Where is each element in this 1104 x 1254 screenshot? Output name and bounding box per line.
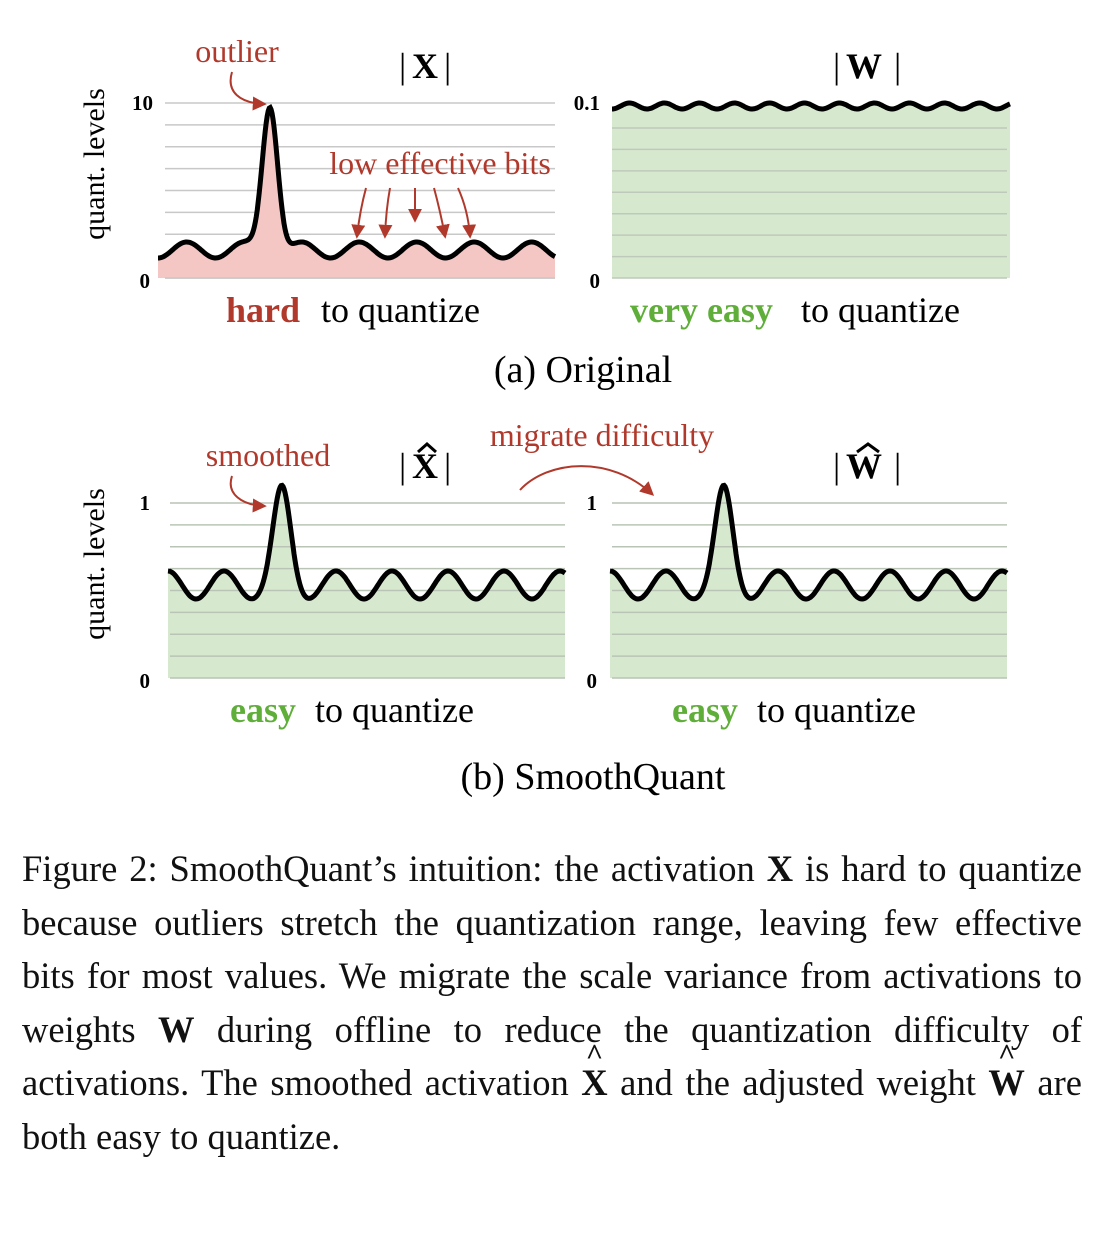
to-quantize-label: to quantize: [306, 690, 474, 730]
chart-title: | W |: [833, 46, 901, 86]
y-min-label: 0: [587, 669, 598, 693]
svg-text:|: |: [833, 446, 840, 486]
smoothed-activation-fill: [168, 485, 565, 678]
weight-area-fill: [612, 103, 1010, 278]
y-max-label: 1: [140, 491, 151, 515]
svg-text:|: |: [894, 46, 901, 86]
activation-magnitude-curve: [158, 104, 557, 261]
smoothed-arrow: [229, 475, 267, 513]
svg-text:X: X: [412, 446, 438, 486]
panel-b-left-chart: quant. levels 1 0 | X | smoothed easy to…: [78, 437, 567, 730]
outlier-annotation: outlier: [195, 33, 279, 69]
hat-accent: [417, 441, 437, 454]
figure-svg: quant. levels 10 0 | X | outlier low eff…: [78, 33, 1011, 798]
migrate-arrow: [519, 465, 655, 496]
to-quantize-label: to quantize: [748, 690, 916, 730]
caption-text: during offline to reduce the quantizatio…: [22, 1008, 1082, 1104]
chart-title: | W |: [833, 442, 901, 486]
migrate-difficulty-annotation: migrate difficulty: [490, 417, 714, 453]
y-axis-label: quant. levels: [78, 488, 111, 640]
figure-caption: Figure 2: SmoothQuant’s intuition: the a…: [22, 842, 1082, 1163]
caption-var-w-hat: W: [988, 1028, 1025, 1110]
caption-text: Figure 2: SmoothQuant’s intuition: the a…: [22, 848, 767, 889]
hat-accent: [856, 442, 880, 454]
adjusted-weight-curve: [609, 482, 1009, 602]
activation-area-fill: [158, 107, 555, 278]
panel-a-right-chart: 0.1 0 | W | very easy to quantize: [574, 46, 1011, 330]
y-max-label: 10: [132, 91, 153, 115]
caption-text: and the adjusted weight: [607, 1062, 989, 1103]
caption-text: is hard to quantize because outliers str…: [22, 848, 1082, 1050]
y-min-label: 0: [140, 269, 151, 293]
svg-text:W: W: [846, 46, 882, 86]
chart-title: | X |: [399, 46, 451, 86]
caption-text: are both easy to quantize.: [22, 1062, 1082, 1157]
svg-text:|: |: [444, 46, 451, 86]
chart-title: | X |: [399, 441, 451, 486]
caption-var-x: X: [766, 848, 794, 889]
smoothed-annotation: smoothed: [206, 437, 330, 473]
smoothed-activation-curve: [167, 482, 567, 602]
svg-text:|: |: [833, 46, 840, 86]
svg-text:|: |: [894, 446, 901, 486]
to-quantize-label: to quantize: [312, 290, 480, 330]
adjusted-weight-fill: [610, 485, 1007, 678]
panel-b-label: (b) SmoothQuant: [461, 756, 726, 798]
weight-magnitude-curve: [612, 100, 1011, 112]
svg-text:X: X: [412, 46, 438, 86]
svg-text:|: |: [444, 446, 451, 486]
easy-label: easy: [230, 690, 296, 730]
y-min-label: 0: [140, 669, 151, 693]
low-effective-bits-annotation: low effective bits: [329, 145, 551, 181]
hard-label: hard: [226, 290, 300, 330]
panel-b-right-chart: 1 0 | W | easy to quantize: [587, 442, 1009, 730]
figure-2: quant. levels 10 0 | X | outlier low eff…: [78, 33, 1011, 798]
svg-text:W: W: [846, 446, 882, 486]
panel-a-label: (a) Original: [494, 349, 672, 391]
y-axis-label: quant. levels: [78, 88, 111, 240]
svg-text:|: |: [399, 446, 406, 486]
caption-var-w: W: [157, 1008, 195, 1050]
panel-a-left-chart: quant. levels 10 0 | X | outlier low eff…: [78, 33, 557, 330]
to-quantize-label: to quantize: [792, 290, 960, 330]
low-bits-arrows: [351, 187, 477, 239]
y-min-label: 0: [590, 269, 601, 293]
y-max-label: 1: [587, 491, 598, 515]
svg-text:|: |: [399, 46, 406, 86]
caption-var-x-hat: X: [581, 1028, 608, 1110]
very-easy-label: very easy: [630, 290, 773, 330]
y-max-label: 0.1: [574, 91, 600, 115]
outlier-arrow: [229, 71, 267, 111]
easy-label: easy: [672, 690, 738, 730]
